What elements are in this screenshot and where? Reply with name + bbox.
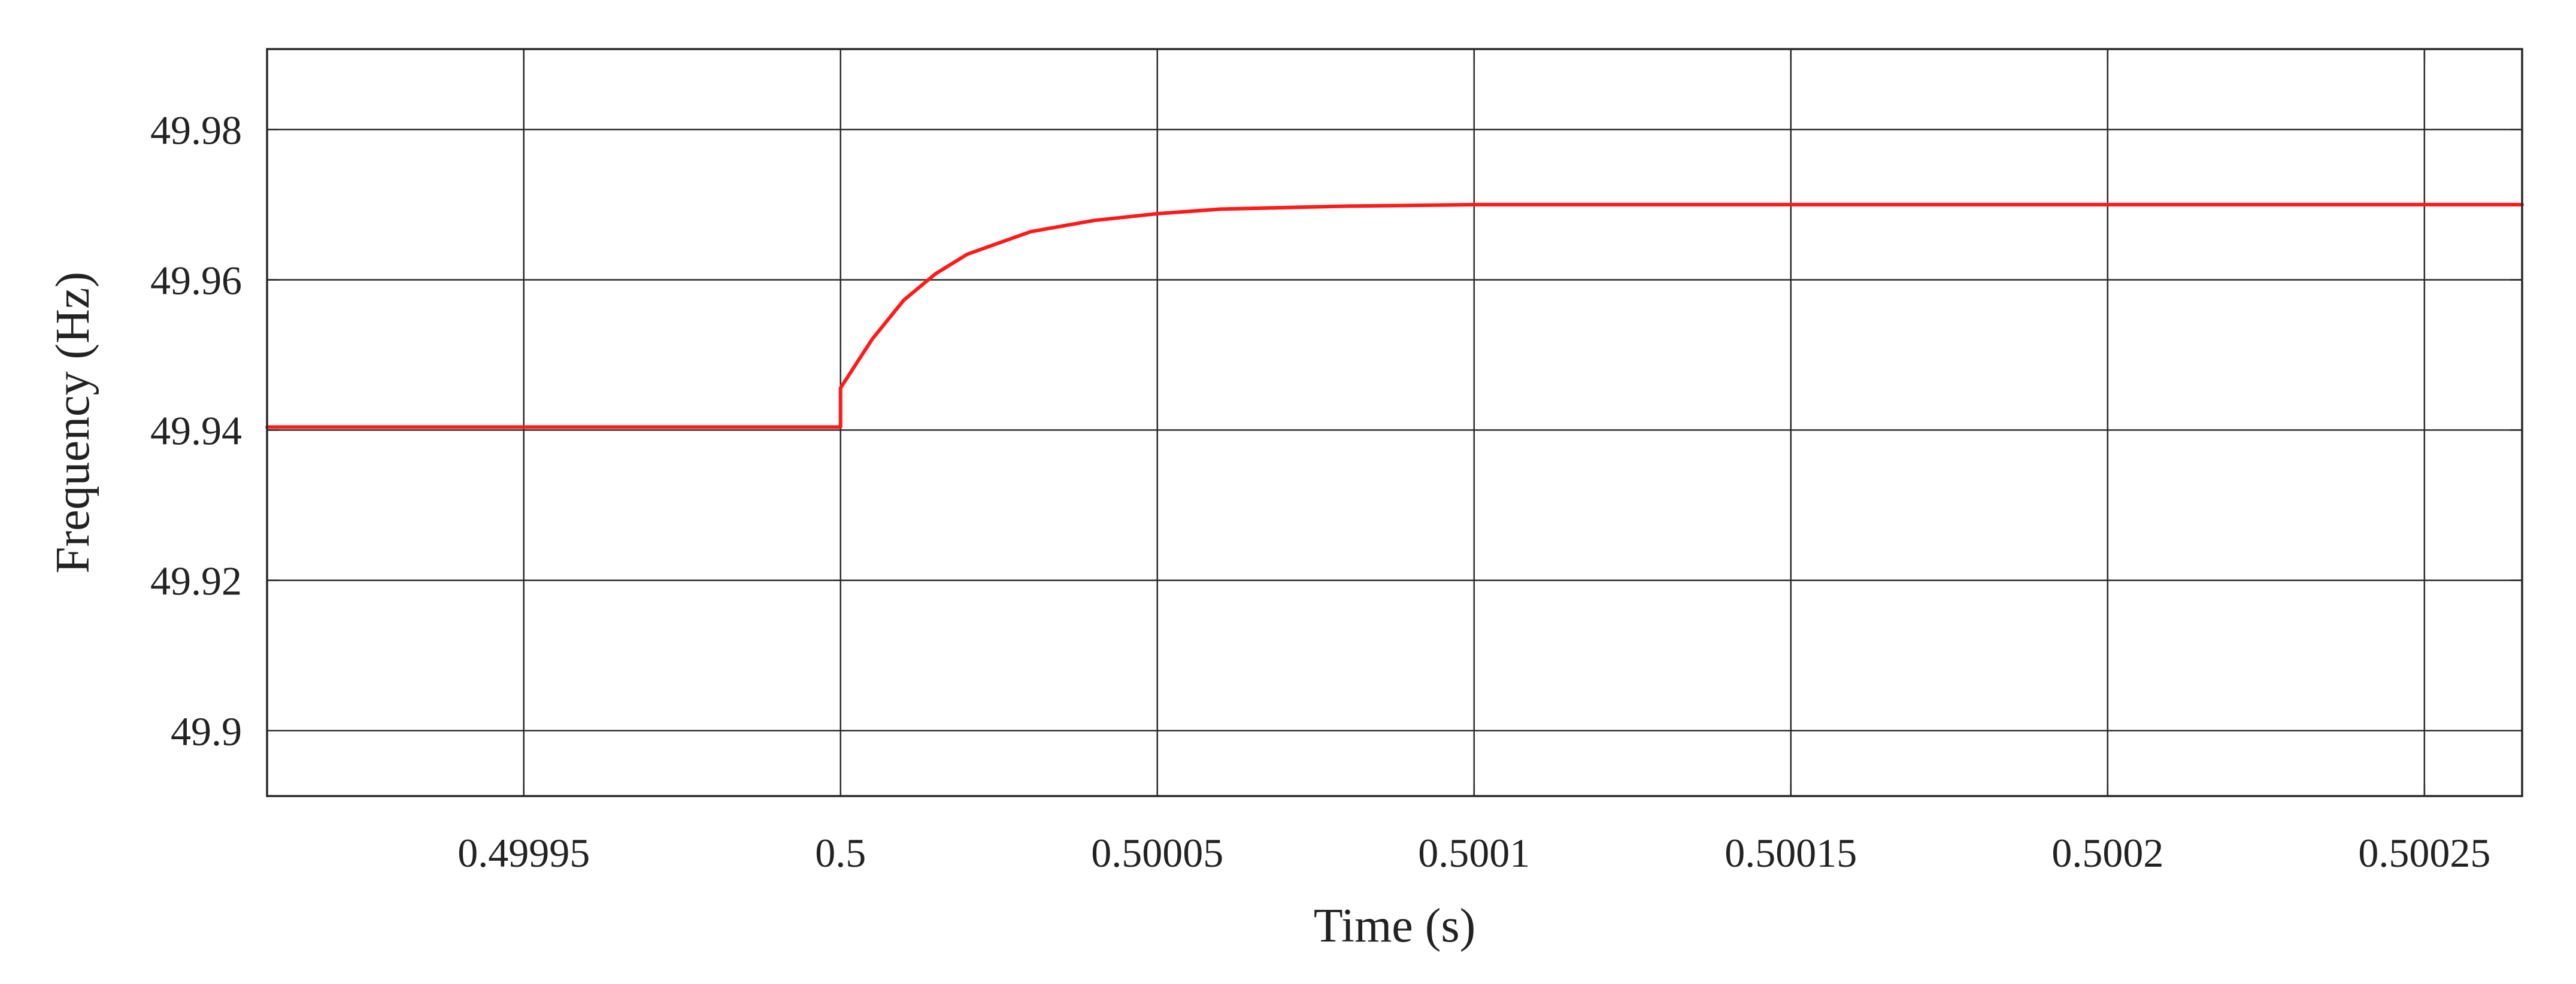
y-tick-labels: 49.9 49.92 49.94 49.96 49.98: [150, 107, 242, 754]
y-tick-label: 49.92: [150, 558, 242, 604]
x-tick-label: 0.5002: [2051, 830, 2163, 876]
x-tick-label: 0.49995: [457, 830, 590, 876]
x-tick-label: 0.50025: [2358, 830, 2490, 876]
y-axis-label: Frequency (Hz): [47, 272, 99, 573]
y-tick-label: 49.98: [150, 107, 242, 153]
y-tick-label: 49.94: [150, 408, 242, 454]
plot-frame: [266, 48, 2523, 797]
x-tick-label: 0.50015: [1725, 830, 1857, 876]
x-tick-label: 0.5: [815, 830, 866, 876]
x-tick-label: 0.50005: [1091, 830, 1223, 876]
frequency-series-line: [265, 202, 2524, 429]
grid-lines: [267, 49, 2522, 796]
x-tick-labels: 0.49995 0.5 0.50005 0.5001 0.50015 0.5002 0.50…: [457, 830, 2490, 876]
x-tick-label: 0.5001: [1418, 830, 1530, 876]
x-axis-label: Time (s): [1314, 900, 1475, 952]
y-tick-label: 49.9: [171, 709, 242, 754]
plot-area-background: [267, 49, 2522, 796]
series-layer: [265, 202, 2524, 429]
y-tick-label: 49.96: [150, 257, 242, 303]
